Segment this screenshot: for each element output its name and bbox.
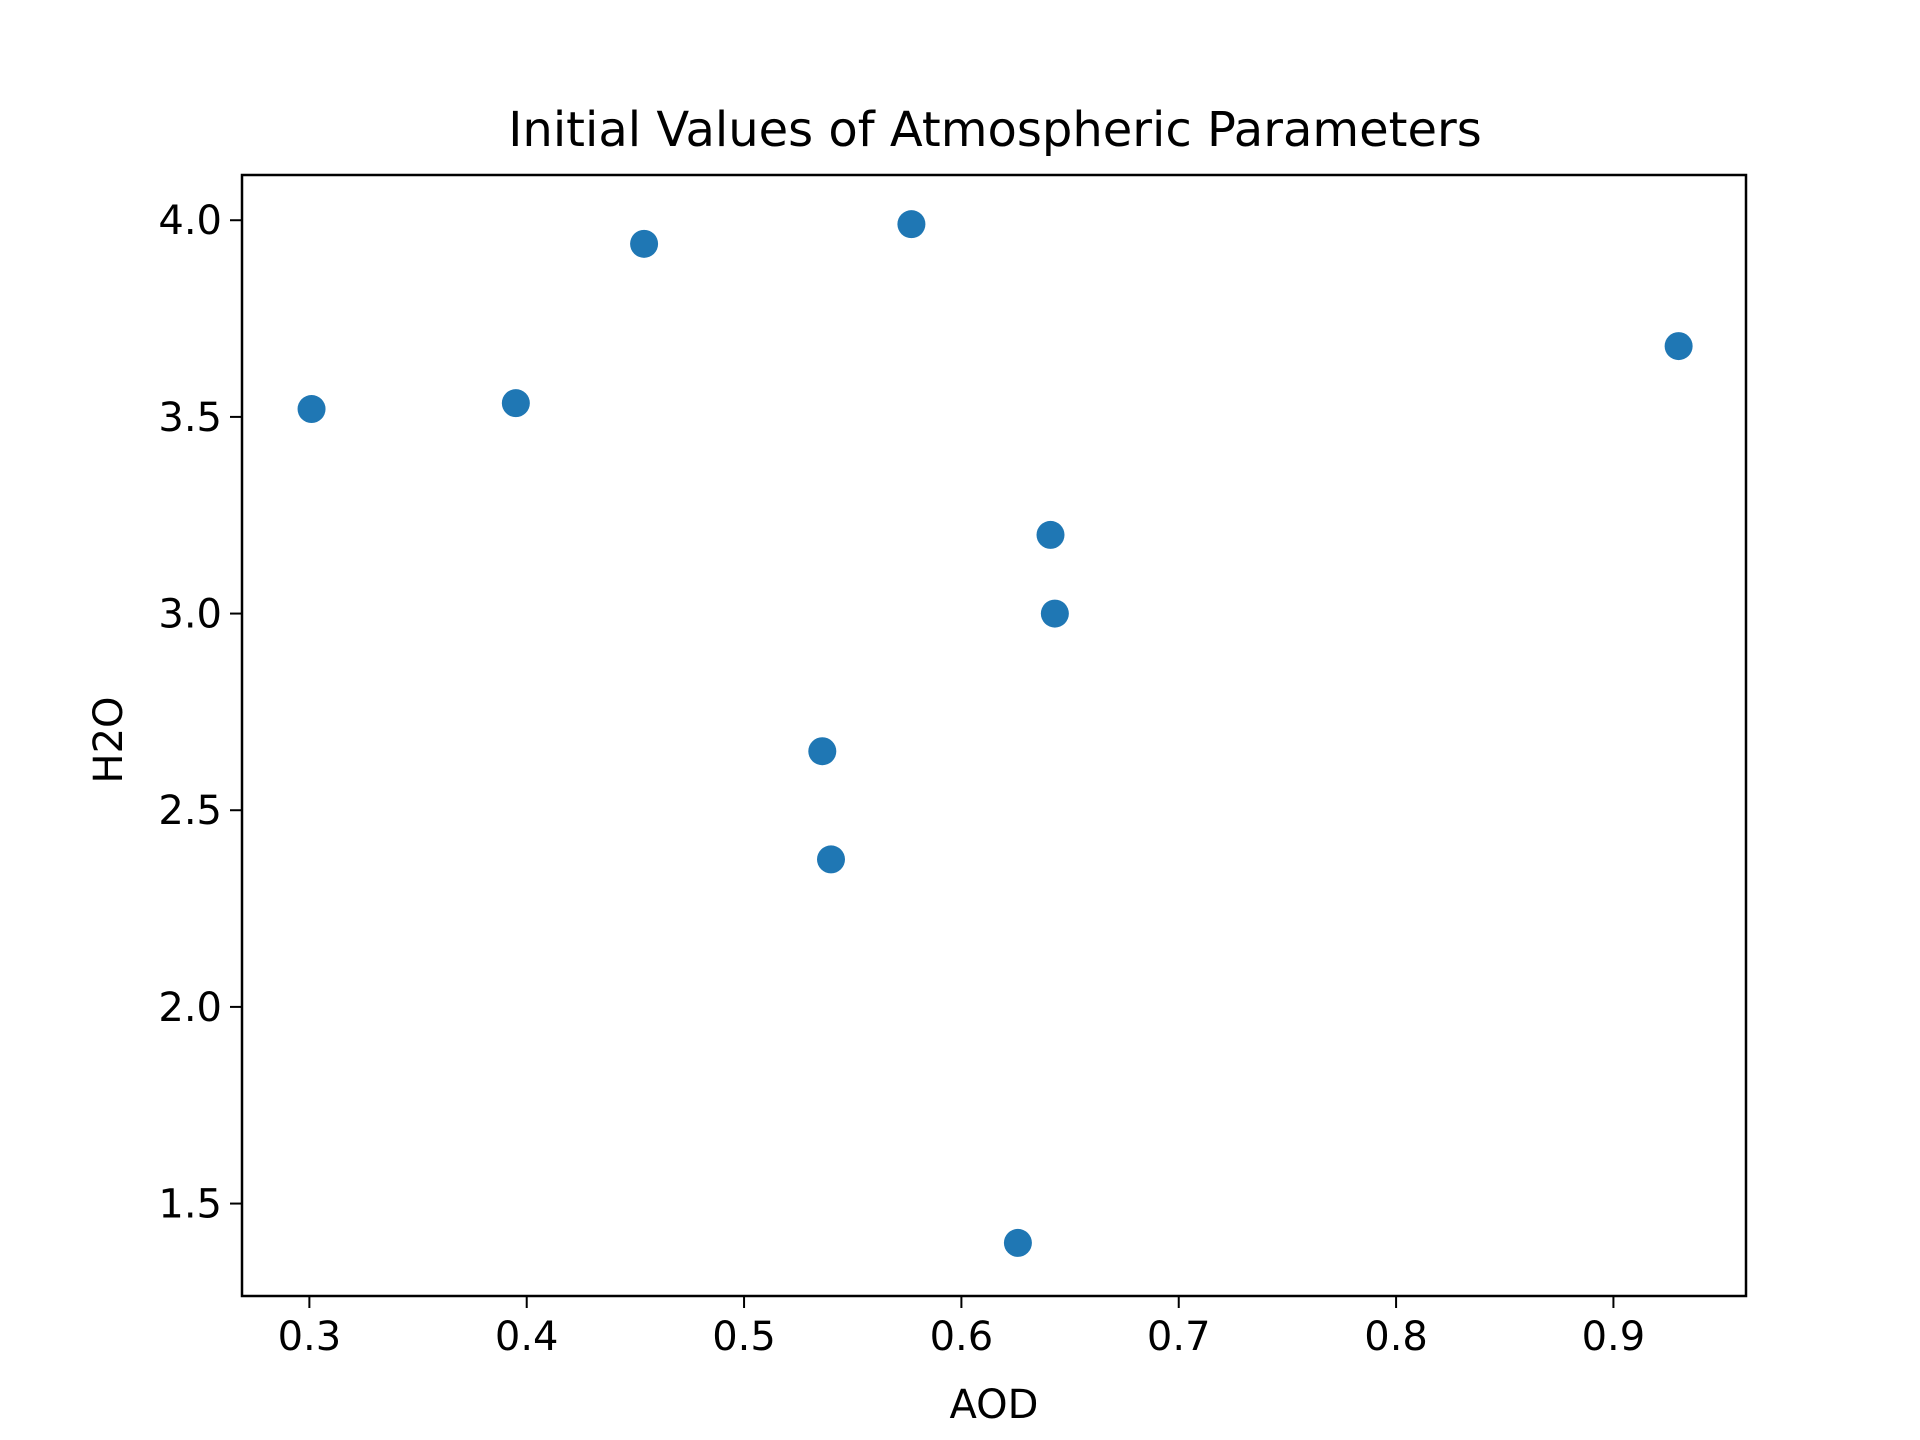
x-tick-label: 0.5 <box>712 1314 776 1360</box>
plot-area <box>297 210 1693 1257</box>
axes-frame <box>240 173 1748 1298</box>
y-axis: 1.5 2.0 2.5 3.0 3.5 4.0 <box>158 198 242 1228</box>
x-tick-label: 0.7 <box>1147 1314 1211 1360</box>
x-axis-label: AOD <box>950 1382 1039 1428</box>
y-tick-label: 4.0 <box>158 198 222 244</box>
x-tick-label: 0.6 <box>930 1314 994 1360</box>
data-point <box>897 210 926 239</box>
data-point <box>1036 520 1065 549</box>
data-point <box>1003 1228 1032 1257</box>
data-point <box>630 229 659 258</box>
y-tick-label: 2.5 <box>158 788 222 834</box>
y-tick-label: 3.0 <box>158 592 222 638</box>
x-axis: 0.3 0.4 0.5 0.6 0.7 0.8 0.9 <box>278 1296 1646 1360</box>
data-point <box>1664 332 1693 361</box>
y-tick-label: 2.0 <box>158 985 222 1031</box>
chart-title: Initial Values of Atmospheric Parameters <box>508 102 1482 158</box>
y-tick-label: 1.5 <box>158 1182 222 1228</box>
x-tick-label: 0.8 <box>1364 1314 1428 1360</box>
x-tick-label: 0.9 <box>1582 1314 1646 1360</box>
data-point <box>501 389 530 418</box>
data-point <box>816 845 845 874</box>
data-point <box>808 737 837 766</box>
data-point <box>1040 599 1069 628</box>
y-tick-label: 3.5 <box>158 395 222 441</box>
x-tick-label: 0.4 <box>495 1314 559 1360</box>
y-axis-label: H2O <box>86 696 132 783</box>
x-tick-label: 0.3 <box>278 1314 342 1360</box>
data-point <box>297 395 326 424</box>
